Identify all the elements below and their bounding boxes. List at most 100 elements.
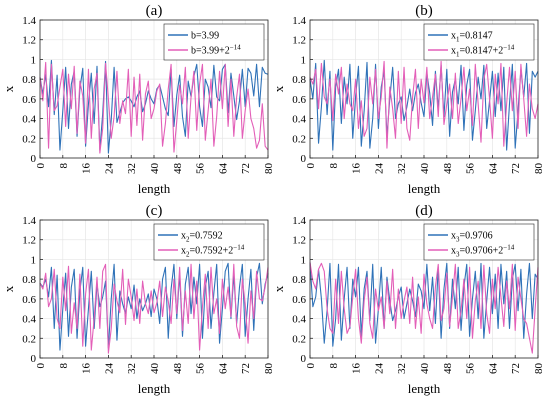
x-axis-label: length [408, 181, 441, 196]
legend-entry-1: b=3.99 [191, 31, 219, 42]
x-tick-label: 72 [510, 363, 522, 374]
legend-entry-2: x3=0.9706+2−14 [451, 244, 515, 259]
y-tick-label: 0.6 [292, 294, 306, 306]
y-tick-label: 1.2 [22, 35, 36, 47]
legend-base: x [451, 246, 456, 257]
legend-box [153, 223, 265, 261]
legend-box [163, 23, 265, 61]
legend-subscript: 2 [186, 251, 190, 259]
x-tick-label: 64 [217, 363, 229, 375]
x-tick-label: 72 [510, 163, 522, 174]
x-tick-label: 80 [263, 163, 275, 175]
y-tick-label: 1 [301, 254, 307, 266]
legend-entry-1: x2=0.7592 [181, 231, 223, 244]
y-tick-label: 0 [301, 353, 307, 365]
y-tick-label: 0.8 [22, 74, 36, 86]
x-tick-label: 40 [149, 163, 161, 175]
legend-entry-2: x2=0.7592+2−14 [181, 244, 245, 259]
x-tick-label: 64 [217, 163, 229, 175]
y-tick-label: 1.4 [292, 215, 306, 227]
y-tick-label: 1.4 [22, 215, 36, 227]
x-axis-label: length [138, 381, 171, 396]
legend-value: =0.8147+2 [460, 46, 504, 57]
y-tick-label: 0 [301, 153, 307, 165]
x-tick-label: 56 [465, 163, 477, 175]
y-tick-label: 0.8 [22, 274, 36, 286]
legend-subscript: 1 [456, 36, 460, 44]
legend-base: x [451, 31, 456, 42]
series-line-2 [39, 61, 269, 154]
y-tick-label: 0.8 [292, 74, 306, 86]
y-axis-label: x [271, 85, 286, 92]
panel-a: 0 8 16 24 32 40 48 56 64 72 80 0 0.2 0.4 0.6 0.8 1 1.2 1.4… [1, 3, 275, 196]
legend-base: b=3.99+2 [191, 46, 230, 57]
y-tick-label: 0.6 [22, 94, 36, 106]
legend-base: x [181, 246, 186, 257]
x-tick-label: 24 [373, 363, 385, 375]
x-axis-label: length [408, 381, 441, 396]
x-tick-label: 8 [328, 363, 340, 369]
x-tick-label: 80 [533, 163, 545, 175]
x-tick-label: 24 [103, 363, 115, 375]
x-tick-label: 0 [35, 363, 47, 369]
series-line-1 [39, 262, 269, 351]
y-tick-label: 0.4 [292, 114, 306, 126]
x-tick-label: 8 [58, 363, 70, 369]
x-tick-label: 8 [58, 163, 70, 169]
x-tick-label: 72 [240, 163, 252, 174]
y-tick-label: 0.8 [292, 274, 306, 286]
x-tick-label: 80 [263, 363, 275, 375]
legend-value: =0.7592 [190, 231, 223, 242]
y-tick-label: 0 [31, 153, 37, 165]
legend-base: b=3.99 [191, 31, 219, 42]
y-tick-label: 0.2 [292, 333, 306, 345]
panel-d: 0 8 16 24 32 40 48 56 64 72 80 0 0.2 0.4 0.6 0.8 1 1.2 1.4… [271, 203, 545, 396]
x-tick-label: 56 [465, 363, 477, 375]
x-tick-label: 32 [126, 163, 138, 174]
legend-base: x [181, 231, 186, 242]
legend-entry-2: x1=0.8147+2−14 [451, 44, 515, 59]
y-tick-label: 0.4 [22, 114, 36, 126]
y-tick-label: 0.4 [22, 314, 36, 326]
legend-subscript: 1 [456, 51, 460, 59]
x-tick-label: 64 [487, 363, 499, 375]
legend-base: x [451, 231, 456, 242]
legend-value: =0.8147 [460, 31, 493, 42]
legend-value: =0.9706+2 [460, 246, 504, 257]
x-tick-label: 24 [373, 163, 385, 175]
panel-title: (a) [146, 3, 163, 19]
x-tick-label: 0 [305, 363, 317, 369]
legend-superscript: −14 [230, 44, 241, 52]
y-tick-label: 1.2 [292, 235, 306, 247]
x-tick-label: 40 [419, 163, 431, 175]
x-tick-label: 48 [442, 163, 454, 175]
x-tick-label: 48 [442, 363, 454, 375]
x-tick-label: 48 [172, 163, 184, 175]
x-tick-label: 16 [351, 363, 363, 375]
series-line-2 [309, 262, 539, 354]
x-axis-label: length [138, 181, 171, 196]
legend-superscript: −14 [503, 244, 514, 252]
y-axis-label: x [1, 285, 16, 292]
legend-value: =0.9706 [460, 231, 493, 242]
panel-b: 0 8 16 24 32 40 48 56 64 72 80 0 0.2 0.4 0.6 0.8 1 1.2 1.4… [271, 3, 545, 196]
y-tick-label: 1 [301, 54, 307, 66]
x-tick-label: 40 [149, 363, 161, 375]
y-axis-label: x [271, 285, 286, 292]
x-tick-label: 56 [195, 363, 207, 375]
x-tick-label: 56 [195, 163, 207, 175]
x-tick-label: 16 [351, 163, 363, 175]
legend-entry-1: x1=0.8147 [451, 31, 493, 44]
legend-base: x [451, 46, 456, 57]
y-tick-label: 0.2 [22, 333, 36, 345]
legend-subscript: 3 [456, 251, 460, 259]
y-tick-label: 1.2 [22, 235, 36, 247]
x-tick-label: 0 [305, 163, 317, 169]
panel-c: 0 8 16 24 32 40 48 56 64 72 80 0 0.2 0.4 0.6 0.8 1 1.2 1.4… [1, 203, 275, 396]
y-tick-label: 0 [31, 353, 37, 365]
panel-title: (d) [415, 203, 433, 219]
x-tick-label: 32 [126, 363, 138, 374]
y-tick-label: 1 [31, 54, 37, 66]
x-tick-label: 80 [533, 363, 545, 375]
y-tick-label: 0.6 [22, 294, 36, 306]
